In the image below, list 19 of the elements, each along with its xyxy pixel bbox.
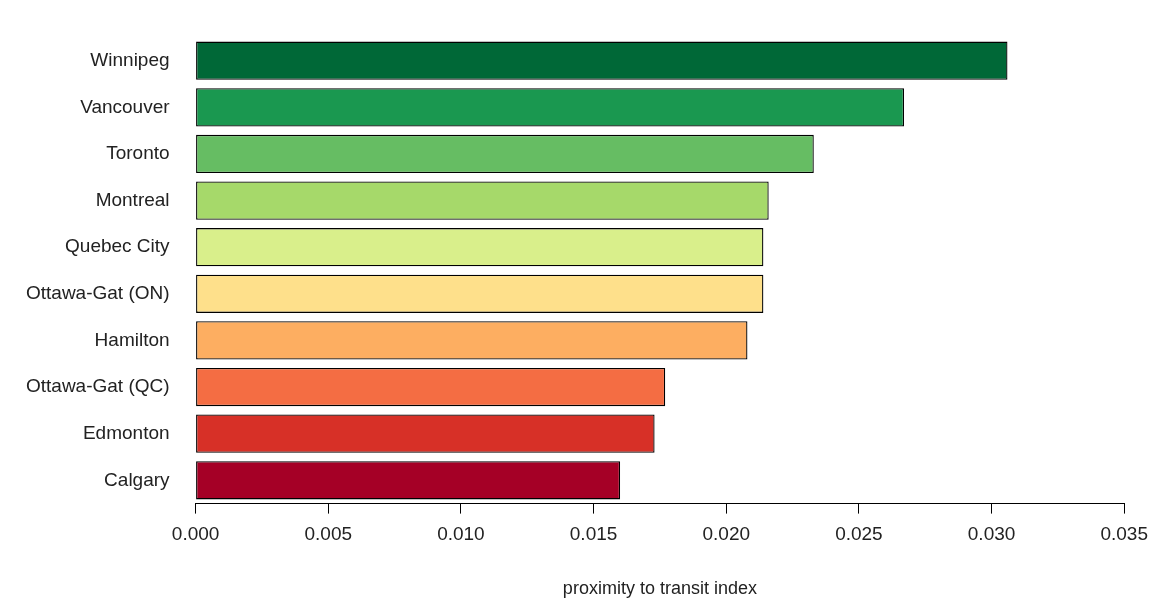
x-tick-label: 0.025 bbox=[835, 523, 883, 545]
x-tick-label: 0.005 bbox=[304, 523, 353, 545]
y-tick-label: Ottawa-Gat (ON) bbox=[26, 282, 170, 304]
x-tick-label: 0.000 bbox=[171, 523, 220, 545]
x-axis-title: proximity to transit index bbox=[562, 578, 757, 599]
y-tick-label: Ottawa-Gat (QC) bbox=[26, 375, 170, 397]
y-tick-label: Montreal bbox=[95, 188, 170, 210]
y-tick-label: Calgary bbox=[104, 468, 171, 490]
y-tick-label: Vancouver bbox=[80, 95, 171, 117]
x-tick-label: 0.035 bbox=[1100, 523, 1148, 545]
y-tick-label: Edmonton bbox=[82, 421, 170, 443]
x-tick-label: 0.030 bbox=[967, 523, 1016, 545]
x-tick-label: 0.010 bbox=[437, 523, 485, 545]
y-tick-label: Hamilton bbox=[94, 328, 170, 350]
y-tick-label: Quebec City bbox=[65, 235, 171, 257]
y-tick-label: Winnipeg bbox=[90, 48, 170, 70]
x-tick-label: 0.015 bbox=[569, 523, 618, 545]
x-tick-label: 0.020 bbox=[702, 523, 751, 545]
y-tick-label: Toronto bbox=[106, 142, 170, 164]
